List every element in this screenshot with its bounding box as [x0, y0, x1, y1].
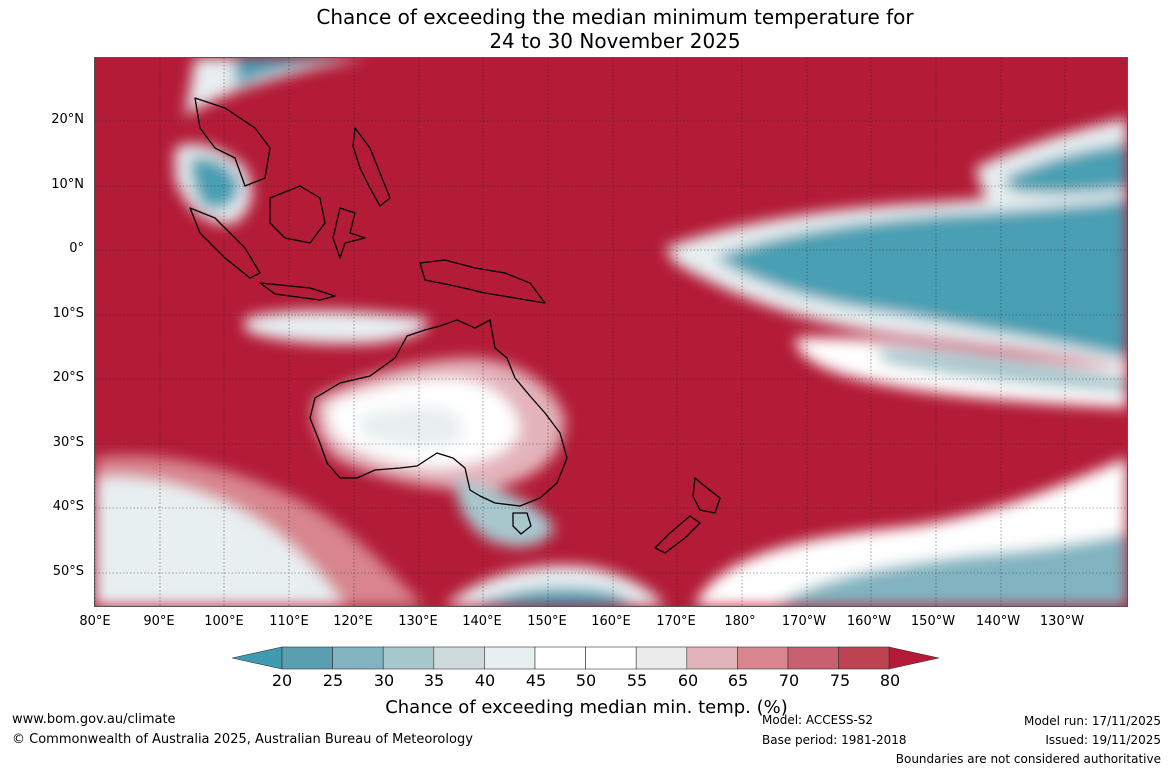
lon-label-170e: 170°E — [656, 614, 696, 629]
indochina-coastline — [194, 97, 271, 187]
legend-tick-80: 80 — [879, 671, 901, 690]
legend-tick-70: 70 — [778, 671, 800, 690]
colorbar-bin-50-55 — [585, 646, 637, 670]
colorbar-bin-25-30 — [332, 646, 384, 670]
lon-label-80e: 80°E — [79, 614, 111, 629]
lat-label-50s: 50°S — [52, 564, 84, 579]
title-line-2: 24 to 30 November 2025 — [489, 29, 741, 53]
lat-label-20n: 20°N — [51, 112, 84, 127]
sulawesi-coastline — [332, 207, 366, 259]
lon-label-160w: 160°W — [846, 614, 892, 629]
colorbar-bin-30-35 — [382, 646, 435, 670]
lat-label-30s: 30°S — [52, 435, 84, 450]
legend-tick-50: 50 — [575, 671, 597, 690]
lon-label-120e: 120°E — [333, 614, 373, 629]
legend-tick-30: 30 — [373, 671, 395, 690]
map-title: Chance of exceeding the median minimum t… — [0, 5, 1173, 53]
probability-map[interactable] — [94, 57, 1128, 607]
lon-label-140w: 140°W — [975, 614, 1021, 629]
lon-label-150e: 150°E — [527, 614, 567, 629]
lat-label-10n: 10°N — [51, 177, 84, 192]
legend-tick-75: 75 — [829, 671, 851, 690]
lon-label-170w: 170°W — [781, 614, 827, 629]
colorbar-bin-20-25 — [281, 646, 333, 670]
colorbar-bin-70-75 — [787, 646, 839, 670]
model-run-date: Model run: 17/11/2025 — [1023, 714, 1161, 728]
model-name: Model: ACCESS-S2 — [762, 713, 874, 727]
new-zealand-south — [654, 515, 701, 554]
lon-label-160e: 160°E — [591, 614, 631, 629]
philippines-coastline — [352, 127, 391, 207]
legend-tick-55: 55 — [626, 671, 648, 690]
legend-tick-40: 40 — [474, 671, 496, 690]
lon-label-100e: 100°E — [204, 614, 244, 629]
legend-tick-65: 65 — [727, 671, 749, 690]
copyright-text: © Commonwealth of Australia 2025, Austra… — [12, 732, 473, 747]
colorbar-bins — [281, 646, 890, 670]
legend-tick-35: 35 — [423, 671, 445, 690]
lon-label-130w: 130°W — [1039, 614, 1085, 629]
base-period: Base period: 1981-2018 — [762, 733, 907, 747]
colorbar-under-triangle — [232, 646, 283, 670]
legend-tick-60: 60 — [677, 671, 699, 690]
lon-label-130e: 130°E — [398, 614, 438, 629]
lon-label-90e: 90°E — [143, 614, 175, 629]
lat-label-40s: 40°S — [52, 499, 84, 514]
website-link[interactable]: www.bom.gov.au/climate — [12, 712, 176, 727]
new-zealand-north — [692, 477, 721, 514]
lat-label-10s: 10°S — [52, 306, 84, 321]
colorbar — [232, 646, 940, 670]
colorbar-bin-65-70 — [737, 646, 789, 670]
colorbar-bin-55-60 — [635, 646, 688, 670]
legend-tick-20: 20 — [271, 671, 293, 690]
lon-label-180: 180° — [724, 614, 756, 629]
colorbar-bin-40-45 — [484, 646, 536, 670]
title-line-1: Chance of exceeding the median minimum t… — [316, 5, 914, 29]
lon-label-140e: 140°E — [462, 614, 502, 629]
new-guinea-coastline — [419, 259, 546, 304]
lat-label-20s: 20°S — [52, 370, 84, 385]
tasmania-coastline — [512, 512, 532, 535]
lon-label-150w: 150°W — [910, 614, 956, 629]
colorbar-bin-60-65 — [686, 646, 738, 670]
map-canvas — [95, 58, 1127, 606]
issued-date: Issued: 19/11/2025 — [1045, 733, 1161, 747]
legend-tick-45: 45 — [525, 671, 547, 690]
borneo-coastline — [269, 185, 326, 244]
australia-coastline — [309, 319, 568, 507]
lat-label-0: 0° — [69, 241, 84, 256]
colorbar-over-triangle — [888, 646, 940, 670]
boundary-disclaimer: Boundaries are not considered authoritat… — [895, 752, 1161, 766]
sumatra-coastline — [189, 207, 261, 279]
colorbar-bin-45-50 — [534, 646, 586, 670]
lon-label-110e: 110°E — [269, 614, 309, 629]
legend-tick-25: 25 — [322, 671, 344, 690]
colorbar-bin-75-80 — [838, 646, 890, 670]
colorbar-bin-35-40 — [433, 646, 485, 670]
legend-title: Chance of exceeding median min. temp. (%… — [385, 697, 788, 718]
java-coastline — [259, 282, 336, 301]
